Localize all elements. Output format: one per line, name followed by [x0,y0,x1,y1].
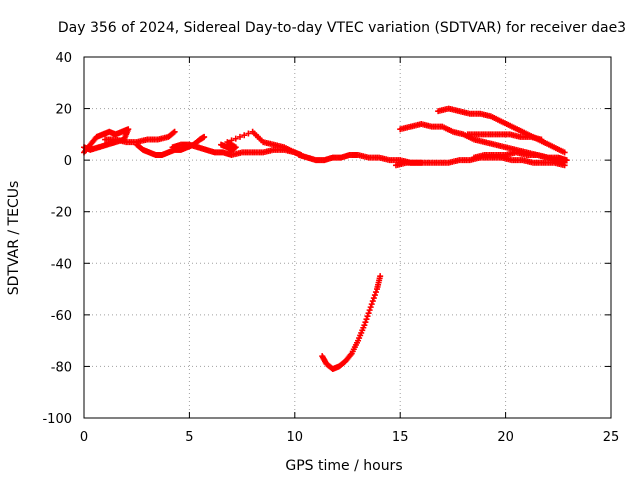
data-point [224,139,231,146]
series-trace-b [102,128,178,146]
series-trace-d [169,141,305,158]
data-point [372,289,379,296]
data-point [364,313,371,320]
chart-title: Day 356 of 2024, Sidereal Day-to-day VTE… [58,20,626,36]
x-tick-label: 0 [80,430,88,445]
y-tick-label: -80 [51,360,72,375]
data-point [368,301,375,308]
x-tick-label: 5 [185,430,193,445]
data-point [170,129,177,136]
y-tick-label: 40 [55,51,72,66]
data-point [232,135,239,142]
data-point [365,310,372,317]
x-tick-label: 25 [603,430,620,445]
data-point [367,304,374,311]
data-point [236,133,243,140]
data-point [366,307,373,314]
y-tick-label: 0 [64,154,72,169]
grid-layer [84,57,611,418]
y-tick-label: -60 [51,309,72,324]
data-point [369,298,376,305]
series-trace-e [218,128,298,156]
series-trace-k [470,149,570,164]
data-point [563,157,570,164]
y-tick-label: -100 [42,412,72,427]
data-point [291,149,298,156]
x-axis-label: GPS time / hours [285,458,402,474]
data-point [228,137,235,144]
y-tick-label: -40 [51,257,72,272]
data-point [377,273,384,280]
series-trace-j [464,131,545,143]
data-point [363,316,370,323]
y-tick-label: -20 [51,206,72,221]
data-point [362,319,369,326]
plot-frame [83,56,612,419]
data-point [538,136,545,143]
y-axis-label: SDTVAR / TECUs [6,181,22,296]
data-point [201,133,208,140]
x-tick-label: 10 [287,430,304,445]
data-point [361,322,368,329]
y-tick-label: 20 [55,103,72,118]
data-layer [81,105,570,373]
data-point [370,295,377,302]
data-point [371,292,378,299]
data-point [171,128,178,135]
data-point [245,130,252,137]
series-trace-i [435,105,568,156]
data-point [561,149,568,156]
x-tick-label: 20 [497,430,514,445]
tick-layer: 0 5 10 15 20 25 -100 -80 -60 -40 -20 0 20 40 [42,51,619,445]
data-point [241,132,248,139]
x-tick-label: 15 [392,430,409,445]
series-trace-l [319,273,384,373]
